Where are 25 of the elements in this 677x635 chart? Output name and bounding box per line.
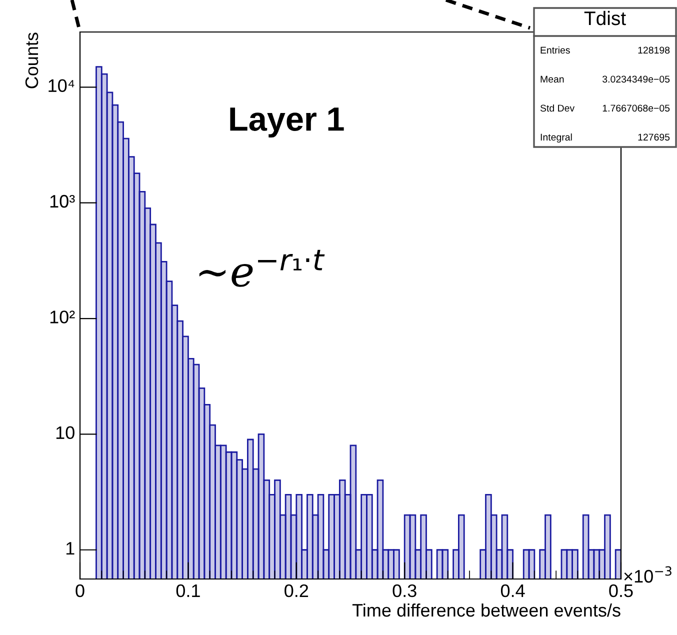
text: 127695 [638, 134, 670, 141]
x-tick-label: 0.5 [609, 584, 633, 598]
text: 128198 [638, 46, 670, 54]
x-tick-label: 0.3 [392, 584, 416, 598]
x-tick-label: 0.1 [176, 584, 200, 598]
annotation: Integral [540, 133, 572, 143]
annotation: Std Dev [540, 104, 575, 112]
annotation: ∼e$^{−r₁·t}$ [199, 250, 325, 287]
text: Tdist [584, 10, 626, 26]
y-tick-label: 10 [56, 426, 74, 440]
y-tick-label: 1 [66, 542, 74, 555]
y-axis-title: Counts [25, 32, 38, 88]
annotation: Mean [540, 76, 564, 83]
annotation: 3.0234349e−05 [602, 76, 670, 83]
text: ×10$^{−3}$ [624, 566, 672, 583]
x-tick-label: 0.4 [500, 584, 525, 598]
x-tick-label: 0.2 [284, 584, 308, 598]
x-tick-label: 0 [76, 584, 84, 598]
annotation: 1.7667068e−05 [602, 104, 670, 112]
annotation: Entries [540, 46, 570, 54]
y-tick-label: 10³ [50, 194, 75, 208]
y-tick-label: 10² [50, 310, 75, 324]
y-tick-label: 10⁴ [48, 79, 74, 92]
annotation: Layer 1 [230, 108, 344, 138]
x-axis-title: Time difference between events/s [352, 603, 620, 617]
